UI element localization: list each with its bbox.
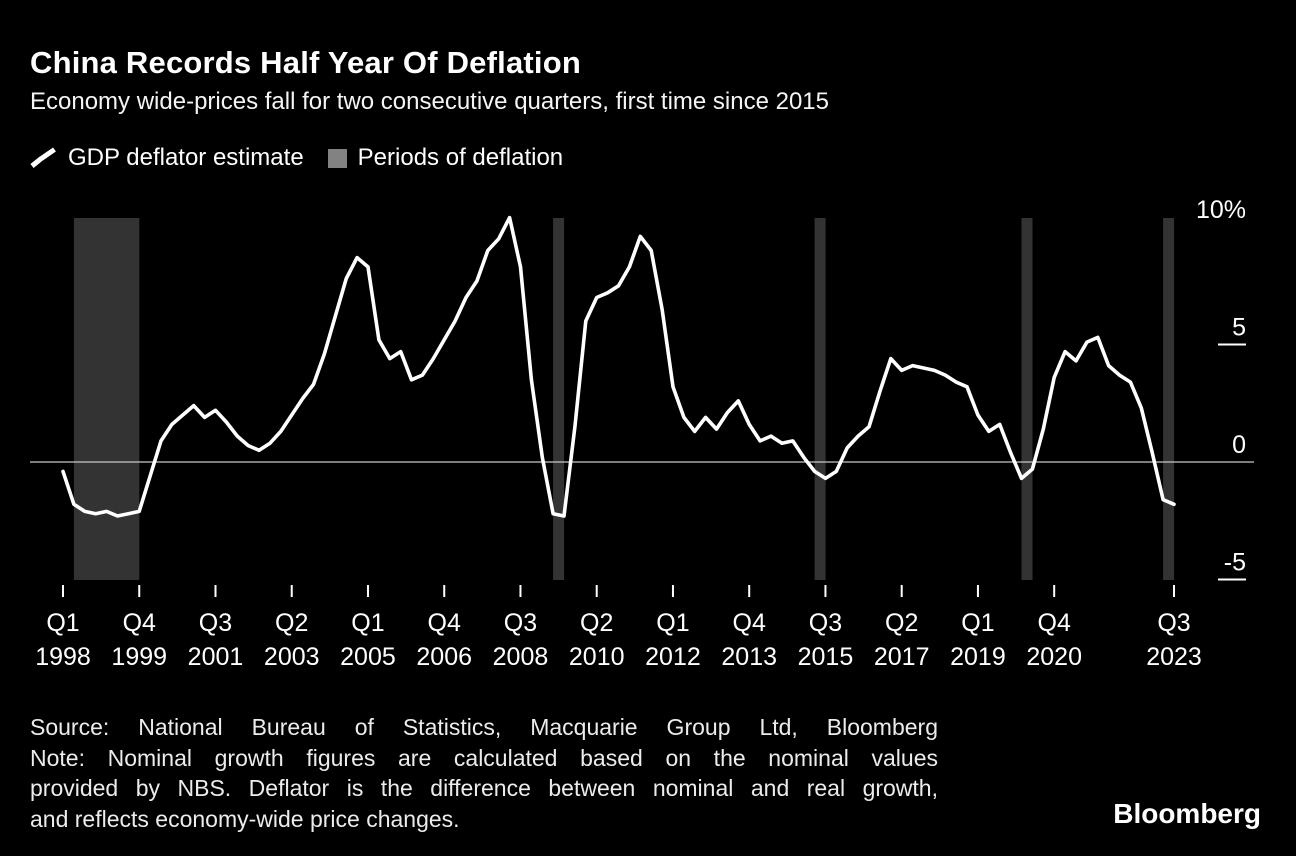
x-axis-label-year: 2023: [1146, 643, 1202, 671]
x-axis-label-quarter: Q1: [46, 609, 79, 637]
chart-subtitle: Economy wide-prices fall for two consecu…: [30, 88, 829, 115]
legend-item-deflation-periods: Periods of deflation: [327, 144, 564, 172]
y-axis-label: -5: [1224, 549, 1246, 577]
x-axis-label-year: 1999: [111, 643, 167, 671]
x-axis-label-quarter: Q3: [1157, 609, 1190, 637]
x-axis-label-quarter: Q4: [1038, 609, 1071, 637]
x-axis-label-quarter: Q3: [199, 609, 232, 637]
chart-title: China Records Half Year Of Deflation: [30, 45, 581, 80]
y-axis-label: 0: [1232, 431, 1246, 459]
x-axis-label-quarter: Q4: [123, 609, 156, 637]
x-axis-label-quarter: Q2: [275, 609, 308, 637]
x-axis-label-year: 2019: [950, 643, 1006, 671]
x-axis-label-year: 2010: [569, 643, 625, 671]
legend-label-deflation-periods: Periods of deflation: [357, 144, 564, 171]
x-axis-label-quarter: Q1: [961, 609, 994, 637]
source-line: Source: National Bureau of Statistics, M…: [30, 714, 938, 740]
note-line-2: provided by NBS. Deflator is the differe…: [30, 775, 938, 801]
y-axis-label: 5: [1232, 314, 1246, 342]
note-line-1: Note: Nominal growth figures are calcula…: [30, 744, 938, 771]
chart-legend: GDP deflator estimate Periods of deflati…: [30, 144, 563, 172]
legend-label-gdp-deflator: GDP deflator estimate: [68, 144, 304, 171]
legend-item-gdp-deflator: GDP deflator estimate: [30, 144, 304, 172]
deflation-band: [73, 218, 140, 580]
x-axis-label-year: 2013: [721, 643, 777, 671]
x-axis-label-year: 2006: [416, 643, 472, 671]
x-axis-label-year: 2015: [798, 643, 854, 671]
line-swatch-icon: [30, 147, 57, 169]
x-axis-label-year: 1998: [35, 643, 91, 671]
bloomberg-logo: Bloomberg: [1113, 798, 1261, 829]
footer: Source: National Bureau of Statistics, M…: [30, 712, 938, 834]
deflation-band: [1163, 218, 1175, 580]
x-axis-label-quarter: Q2: [580, 609, 613, 637]
deflation-band: [814, 218, 826, 580]
x-axis-label-year: 2017: [874, 643, 930, 671]
x-axis-label-quarter: Q4: [428, 609, 461, 637]
x-axis-label-quarter: Q3: [809, 609, 842, 637]
deflation-band: [1021, 218, 1033, 580]
x-axis-label-year: 2003: [264, 643, 320, 671]
deflation-band: [553, 218, 565, 580]
note-line-3: and reflects economy-wide price changes.: [30, 805, 460, 832]
x-axis-label-year: 2020: [1026, 643, 1082, 671]
gdp-deflator-line: [61, 215, 1176, 518]
x-axis-label-quarter: Q2: [885, 609, 918, 637]
x-axis-label-quarter: Q4: [733, 609, 766, 637]
x-axis-label-year: 2001: [188, 643, 244, 671]
square-swatch-icon: [327, 148, 347, 168]
y-axis-label: 10%: [1196, 196, 1246, 224]
x-axis-label-quarter: Q1: [351, 609, 384, 637]
x-axis-label-quarter: Q3: [504, 609, 537, 637]
x-axis-label-year: 2008: [493, 643, 549, 671]
x-axis-label-year: 2005: [340, 643, 396, 671]
x-axis-label-year: 2012: [645, 643, 701, 671]
x-axis-label-quarter: Q1: [656, 609, 689, 637]
